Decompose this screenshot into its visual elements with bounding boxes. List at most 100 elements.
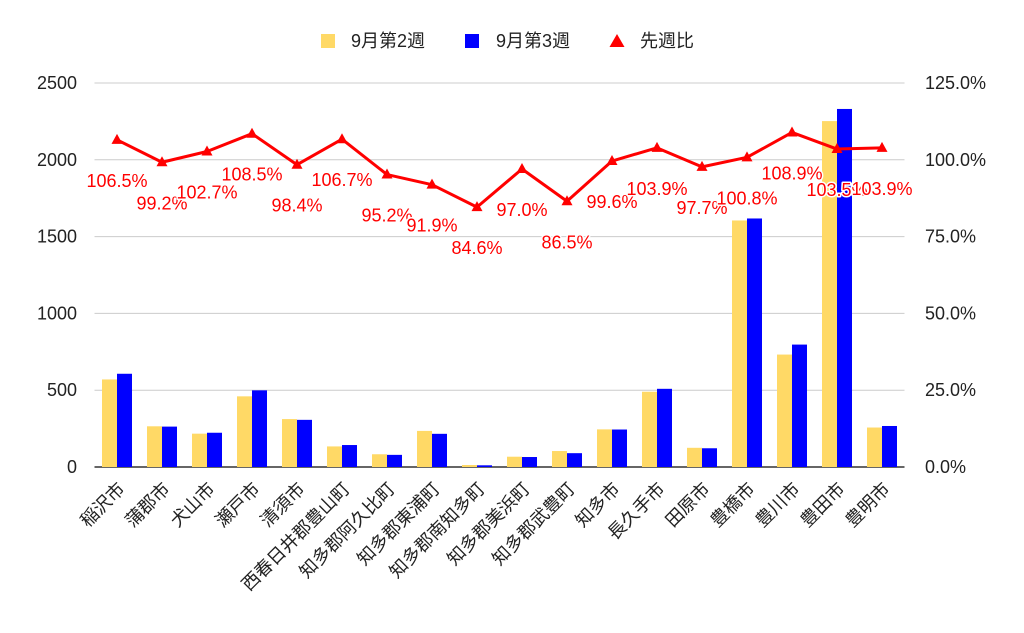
ratio-marker-13 — [696, 160, 708, 171]
ratio-marker-6 — [381, 168, 393, 179]
bar-series — [102, 108, 897, 467]
bar-series-1-1 — [147, 426, 162, 467]
bar-series-2-11 — [612, 429, 627, 467]
bar-series-1-7 — [417, 430, 432, 467]
bar-series-1-6 — [372, 454, 387, 467]
left-tick-label: 500 — [47, 380, 77, 400]
ratio-data-label-11: 99.6% — [586, 192, 637, 212]
ratio-data-label-13: 97.7% — [676, 198, 727, 218]
bar-series-2-4 — [297, 419, 312, 467]
left-tick-label: 1500 — [37, 227, 77, 247]
bar-series-2-1 — [162, 426, 177, 467]
bar-series-1-2 — [192, 433, 207, 467]
right-tick-label: 100.0% — [925, 150, 986, 170]
ratio-data-label-6: 95.2% — [361, 206, 412, 226]
ratio-series — [111, 126, 888, 212]
ratio-marker-16 — [831, 143, 843, 154]
right-tick-label: 25.0% — [925, 380, 976, 400]
bar-series-2-13 — [702, 448, 717, 467]
bar-series-2-5 — [342, 445, 357, 467]
legend-swatch-1 — [321, 34, 335, 48]
bar-series-2-17 — [882, 425, 897, 467]
ratio-marker-15 — [786, 126, 798, 137]
bar-series-1-15 — [777, 354, 792, 467]
bar-series-2-12 — [657, 388, 672, 467]
right-tick-label: 50.0% — [925, 303, 976, 323]
ratio-data-labels: 106.5%99.2%102.7%108.5%98.4%106.7%95.2%9… — [85, 162, 914, 260]
bar-series-2-7 — [432, 433, 447, 467]
bar-series-1-14 — [732, 220, 747, 467]
ratio-marker-8 — [471, 201, 483, 212]
ratio-data-label-17: 103.9% — [851, 179, 912, 199]
ratio-data-label-8: 84.6% — [451, 238, 502, 258]
right-tick-label: 75.0% — [925, 227, 976, 247]
ratio-marker-3 — [246, 127, 258, 138]
bar-series-2-9 — [522, 457, 537, 467]
ratio-marker-2 — [201, 145, 213, 156]
legend-triangle-icon — [609, 34, 625, 47]
bar-series-1-5 — [327, 446, 342, 467]
left-tick-label: 2500 — [37, 73, 77, 93]
ratio-marker-0 — [111, 133, 123, 144]
ratio-data-label-14: 100.8% — [716, 188, 777, 208]
left-tick-label: 1000 — [37, 303, 77, 323]
ratio-marker-14 — [741, 151, 753, 162]
legend-label-1: 9月第2週 — [351, 31, 425, 51]
ratio-marker-12 — [651, 141, 663, 152]
ratio-marker-7 — [426, 178, 438, 189]
bar-series-2-15 — [792, 344, 807, 467]
bar-series-1-17 — [867, 427, 882, 467]
right-tick-label: 125.0% — [925, 73, 986, 93]
gridlines — [94, 82, 905, 468]
bar-series-1-3 — [237, 396, 252, 467]
ratio-data-label-2: 102.7% — [176, 183, 237, 203]
ratio-data-label-5: 106.7% — [311, 170, 372, 190]
ratio-data-label-12: 103.9% — [626, 179, 687, 199]
ratio-marker-5 — [336, 133, 348, 144]
bar-series-1-0 — [102, 379, 117, 467]
legend-label-3: 先週比 — [640, 31, 694, 51]
legend-swatch-2 — [465, 34, 479, 48]
left-axis: 0 500 1000 1500 2000 2500 — [37, 73, 77, 477]
bar-series-2-0 — [117, 373, 132, 467]
bar-series-1-16 — [822, 121, 837, 467]
bar-series-2-3 — [252, 390, 267, 467]
ratio-data-label-15: 108.9% — [761, 163, 822, 183]
bar-series-2-2 — [207, 432, 222, 467]
bar-series-1-4 — [282, 419, 297, 467]
ratio-marker-17 — [876, 141, 888, 152]
left-tick-label: 2000 — [37, 150, 77, 170]
ratio-data-label-3: 108.5% — [221, 165, 282, 185]
legend-label-2: 9月第3週 — [496, 31, 570, 51]
legend: 9月第2週 9月第3週 先週比 — [321, 31, 694, 51]
ratio-data-label-10: 86.5% — [541, 232, 592, 252]
bar-series-1-9 — [507, 456, 522, 467]
ratio-data-label-0: 106.5% — [86, 171, 147, 191]
bar-series-1-11 — [597, 429, 612, 467]
ratio-marker-10 — [561, 195, 573, 206]
bar-series-1-8 — [462, 465, 477, 467]
ratio-marker-9 — [516, 163, 528, 174]
bar-series-2-10 — [567, 453, 582, 467]
bar-series-2-8 — [477, 465, 492, 467]
right-tick-label: 0.0% — [925, 457, 966, 477]
bar-series-1-12 — [642, 391, 657, 467]
ratio-data-label-9: 97.0% — [496, 200, 547, 220]
ratio-marker-11 — [606, 155, 618, 166]
ratio-data-label-4: 98.4% — [271, 196, 322, 216]
ratio-line — [116, 130, 883, 209]
ratio-marker-1 — [156, 156, 168, 167]
bar-series-1-13 — [687, 447, 702, 467]
ratio-data-label-16: 103.5% — [806, 180, 867, 200]
ratio-data-label-1: 99.2% — [136, 193, 187, 213]
ratio-marker-4 — [291, 158, 303, 169]
bar-series-2-14 — [747, 218, 762, 467]
ratio-data-label-7: 91.9% — [406, 216, 457, 236]
left-tick-label: 0 — [67, 457, 77, 477]
right-axis: 0.0% 25.0% 50.0% 75.0% 100.0% 125.0% — [925, 73, 986, 477]
bar-series-2-6 — [387, 454, 402, 467]
bar-series-2-16 — [837, 108, 852, 467]
bar-series-1-10 — [552, 451, 567, 467]
